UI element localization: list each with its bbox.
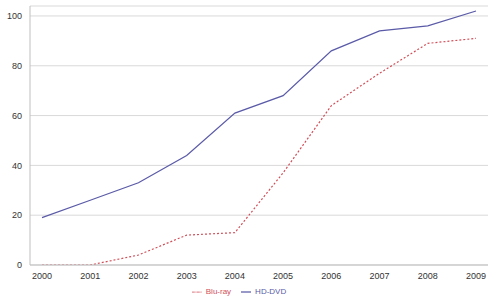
- svg-text:80: 80: [12, 61, 22, 71]
- svg-text:2003: 2003: [177, 271, 197, 281]
- svg-text:2002: 2002: [128, 271, 148, 281]
- svg-text:2000: 2000: [32, 271, 52, 281]
- html-text:Blu-ray: Blu-ray: [205, 287, 232, 297]
- svg-text:2004: 2004: [225, 271, 245, 281]
- html-text:HD-DVD: HD-DVD: [255, 287, 287, 297]
- svg-text:40: 40: [12, 161, 22, 171]
- svg-text:2008: 2008: [418, 271, 438, 281]
- svg-text:60: 60: [12, 111, 22, 121]
- svg-text:2001: 2001: [80, 271, 100, 281]
- svg-text:2007: 2007: [370, 271, 390, 281]
- svg-text:0: 0: [17, 260, 22, 270]
- svg-text:20: 20: [12, 210, 22, 220]
- svg-text:2006: 2006: [321, 271, 341, 281]
- svg-text:2009: 2009: [466, 271, 486, 281]
- svg-text:100: 100: [8, 11, 22, 21]
- svg-text:2005: 2005: [273, 271, 293, 281]
